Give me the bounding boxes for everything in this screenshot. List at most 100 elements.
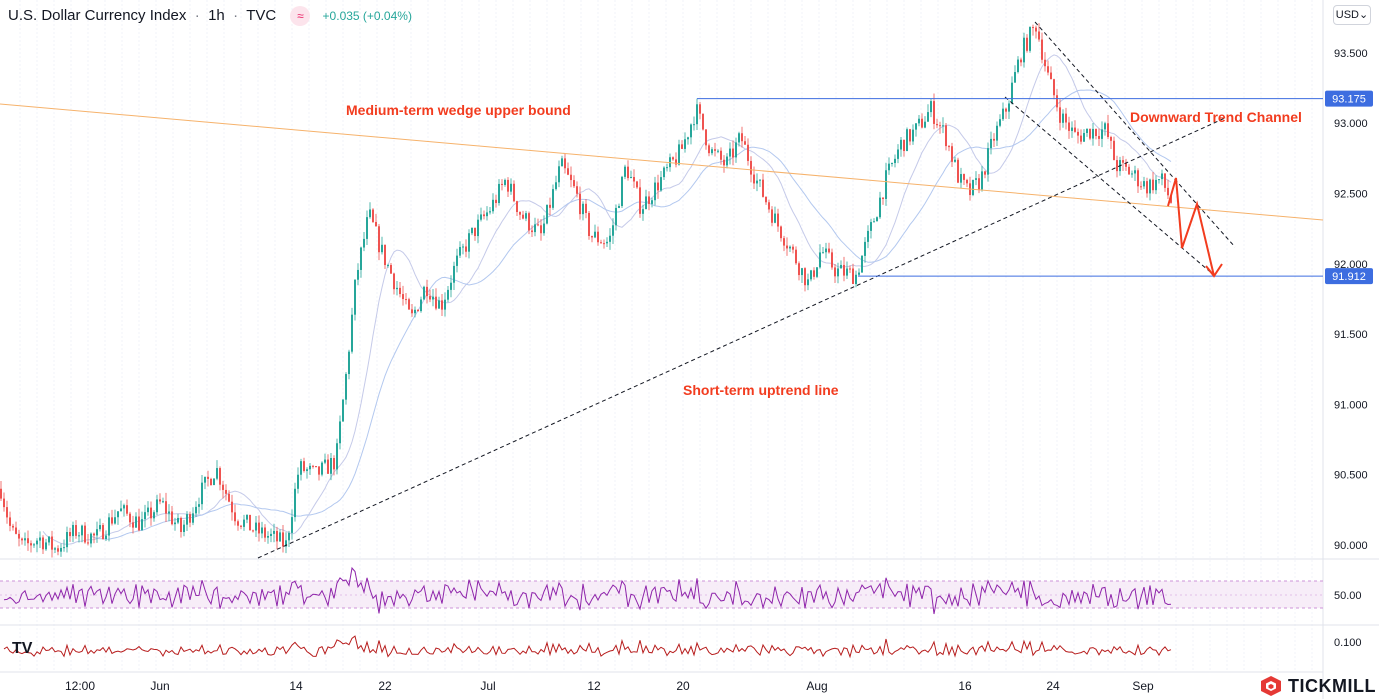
candle [675,159,677,165]
candle [315,466,317,468]
candle [54,548,56,550]
chevron-down-icon: ⌄ [1359,9,1369,21]
time-axis[interactable]: 12:00 Jun 14 22 Jul 12 20 Aug 16 24 Sep [65,679,1154,693]
candle [1053,79,1055,96]
price-axis[interactable]: 93.175 91.912 93.500 93.000 92.500 92.000 91.5… [1325,48,1373,552]
candle [1158,179,1160,181]
candle [573,180,575,187]
level-label: 93.175 [1332,94,1366,106]
candle [555,182,557,190]
interval[interactable]: 1h [208,6,225,24]
candle [936,123,938,126]
candle [66,532,68,548]
candle [210,478,212,486]
candle [600,242,602,244]
candle [780,226,782,239]
candle [795,249,797,264]
candle [729,148,731,157]
candle [1050,72,1052,80]
candle [1140,186,1142,188]
candle [537,224,539,226]
candle [879,197,881,218]
candle [51,536,53,550]
candle [39,537,41,541]
candle [906,129,908,152]
candle [786,245,788,249]
currency-select[interactable]: USD⌄ [1333,5,1371,25]
candle [234,512,236,522]
candle [441,300,443,310]
wave-icon[interactable]: ≈ [290,6,311,26]
symbol-name[interactable]: U.S. Dollar Currency Index [8,6,187,24]
candle [519,212,521,215]
candle [966,179,968,184]
candle [774,213,776,223]
candle [1152,179,1154,191]
candle [639,187,641,214]
candle [132,522,134,528]
candle [165,501,167,514]
candle [846,268,848,276]
candle [1098,136,1100,139]
candle [1005,108,1007,112]
candle [1101,129,1103,139]
candle [831,252,833,268]
candle [492,199,494,212]
candle [540,225,542,234]
candle [939,125,941,127]
candle [468,233,470,252]
candle [1062,113,1064,123]
candle [72,525,74,537]
candle [708,145,710,154]
candle [1143,181,1145,187]
candle [897,149,899,159]
candle [744,141,746,145]
candle [618,206,620,208]
candle [1161,173,1163,180]
annotation-channel: Downward Trend Channel [1130,109,1302,125]
candle [921,118,923,128]
candle [576,186,578,194]
candle [888,163,890,171]
candle [207,476,209,479]
candle [447,289,449,300]
candle [354,279,356,315]
candle [570,174,572,181]
candle [855,274,857,284]
candle [546,204,548,224]
candle [36,540,38,545]
candle [552,189,554,208]
price-tick-label: 90.500 [1334,470,1368,482]
candle [42,537,44,550]
candle [1122,160,1124,163]
candle [294,488,296,518]
candle [69,532,71,537]
tradingview-logo[interactable]: TV [12,640,33,657]
candle [1164,173,1166,188]
candle [321,462,323,475]
candle [1008,103,1010,112]
candle [1116,160,1118,172]
candle [738,133,740,143]
candle [1125,162,1127,167]
candle [426,286,428,297]
candle [798,263,800,276]
candle [1014,72,1016,83]
candle [699,104,701,114]
candle [534,224,536,233]
candle [810,270,812,280]
candle [978,178,980,190]
candle [351,314,353,352]
candle [828,248,830,253]
candle [816,267,818,277]
candle [300,461,302,475]
candle [672,157,674,160]
candle [489,211,491,213]
candle [81,525,83,536]
candle [585,203,587,213]
candle [474,227,476,237]
time-tick-label: Jun [150,679,169,693]
candle [660,177,662,191]
